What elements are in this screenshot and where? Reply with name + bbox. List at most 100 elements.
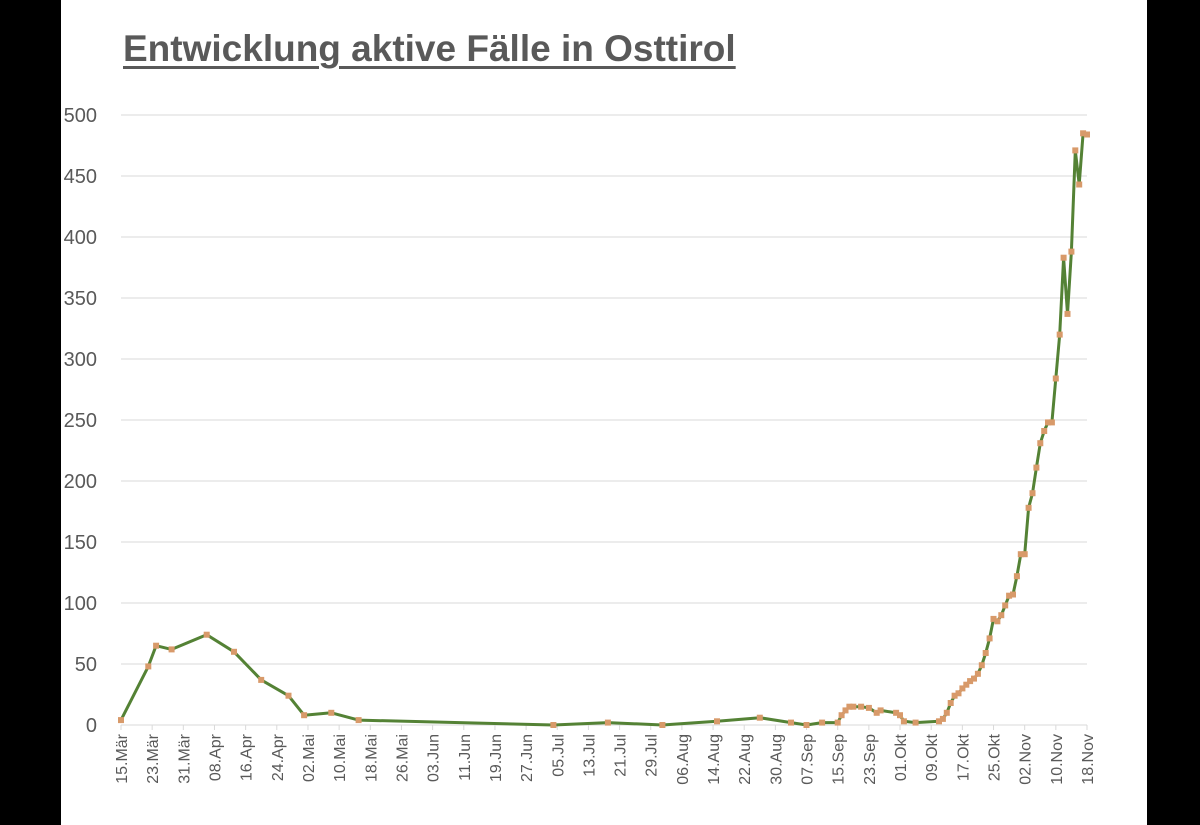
x-tick-label: 19.Jun (488, 734, 505, 782)
data-point (865, 704, 872, 711)
data-point (1013, 573, 1020, 580)
data-point (819, 719, 826, 726)
data-point (951, 692, 958, 699)
x-tick-label: 30.Aug (768, 734, 785, 785)
x-tick-label: 18.Mai (363, 734, 380, 782)
data-point (659, 722, 666, 728)
data-point (1010, 591, 1016, 598)
data-point (1037, 440, 1044, 447)
data-point (788, 719, 794, 726)
data-point (203, 631, 210, 638)
x-tick-label: 18.Nov (1080, 734, 1097, 785)
data-point (1017, 551, 1024, 558)
x-tick-label: 10.Mai (332, 734, 349, 782)
series-line (119, 131, 1088, 727)
x-tick-label: 02.Nov (1018, 734, 1035, 785)
data-point (850, 703, 857, 710)
x-tick-label: 21.Jul (613, 734, 630, 777)
data-point (1064, 310, 1071, 317)
data-point (834, 719, 841, 726)
y-tick-label: 50 (75, 654, 97, 676)
data-point (145, 663, 152, 670)
data-point (842, 707, 849, 714)
x-tick-label: 01.Okt (893, 733, 910, 781)
data-point (1072, 147, 1079, 154)
data-point (846, 703, 853, 710)
data-point (714, 718, 720, 725)
data-point (328, 709, 335, 716)
x-tick-label: 23.Mär (145, 733, 162, 783)
x-tick-label: 03.Jun (426, 734, 443, 782)
x-tick-label: 16.Apr (239, 733, 256, 781)
y-tick-label: 0 (86, 715, 97, 737)
data-point (1084, 131, 1090, 138)
data-point (1041, 428, 1048, 434)
data-point (1033, 464, 1040, 471)
x-tick-label: 31.Mär (176, 733, 193, 783)
x-tick-label: 10.Nov (1049, 734, 1066, 785)
data-point (893, 709, 900, 716)
data-point (118, 717, 124, 724)
data-point (550, 722, 557, 728)
x-tick-label: 25.Okt (987, 733, 1004, 781)
data-point (803, 722, 810, 728)
data-point (838, 712, 845, 719)
data-point (963, 681, 970, 688)
data-point (258, 676, 265, 683)
data-point (986, 635, 993, 642)
x-tick-label: 27.Jun (519, 734, 536, 782)
data-point (990, 615, 997, 622)
data-point (1056, 331, 1063, 338)
data-point (873, 709, 880, 716)
data-point (1052, 375, 1059, 382)
x-tick-label: 14.Aug (706, 734, 723, 785)
data-point (153, 642, 160, 649)
data-point (967, 678, 974, 685)
series-line-path (119, 131, 1088, 727)
data-point (168, 646, 175, 653)
x-tick-label: 29.Jul (644, 734, 661, 777)
data-point (1080, 130, 1087, 137)
data-point (978, 662, 985, 669)
y-tick-label: 500 (64, 105, 97, 127)
y-tick-label: 250 (64, 410, 97, 432)
x-tick-label: 13.Jul (581, 734, 598, 777)
data-point (604, 719, 611, 726)
x-tick-label: 07.Sep (800, 734, 817, 785)
data-point (994, 618, 1001, 625)
data-point (974, 670, 981, 677)
x-tick-label: 26.Mai (394, 734, 411, 782)
data-point (285, 692, 292, 699)
data-point (1021, 551, 1028, 558)
x-tick-label: 11.Jun (457, 734, 474, 781)
data-point (1029, 490, 1036, 497)
x-tick-label: 23.Sep (862, 734, 879, 785)
data-point (355, 717, 362, 724)
data-point (301, 712, 308, 719)
y-tick-label: 100 (64, 593, 97, 615)
data-point (998, 612, 1005, 619)
y-tick-label: 200 (64, 471, 97, 493)
y-axis-ticks: 0 50 100 150 200 250 300 350 400 450 500 (64, 105, 97, 737)
x-tick-label: 22.Aug (737, 734, 754, 785)
data-point (897, 712, 903, 719)
x-tick-label: 08.Apr (207, 733, 224, 781)
data-point (900, 718, 907, 725)
data-point (1076, 181, 1083, 188)
data-point (947, 700, 954, 706)
y-tick-label: 400 (64, 227, 97, 249)
y-tick-label: 150 (64, 532, 97, 554)
x-tick-label: 02.Mai (301, 734, 318, 782)
x-tick-label: 15.Mär (114, 733, 131, 783)
data-point (231, 648, 237, 655)
data-point (959, 685, 966, 692)
data-point (939, 715, 946, 722)
x-tick-label: 17.Okt (955, 733, 972, 781)
x-tick-label: 06.Aug (675, 734, 692, 785)
data-point (1048, 419, 1055, 426)
data-point (955, 690, 962, 697)
data-point (1068, 248, 1075, 255)
data-point (858, 703, 865, 710)
